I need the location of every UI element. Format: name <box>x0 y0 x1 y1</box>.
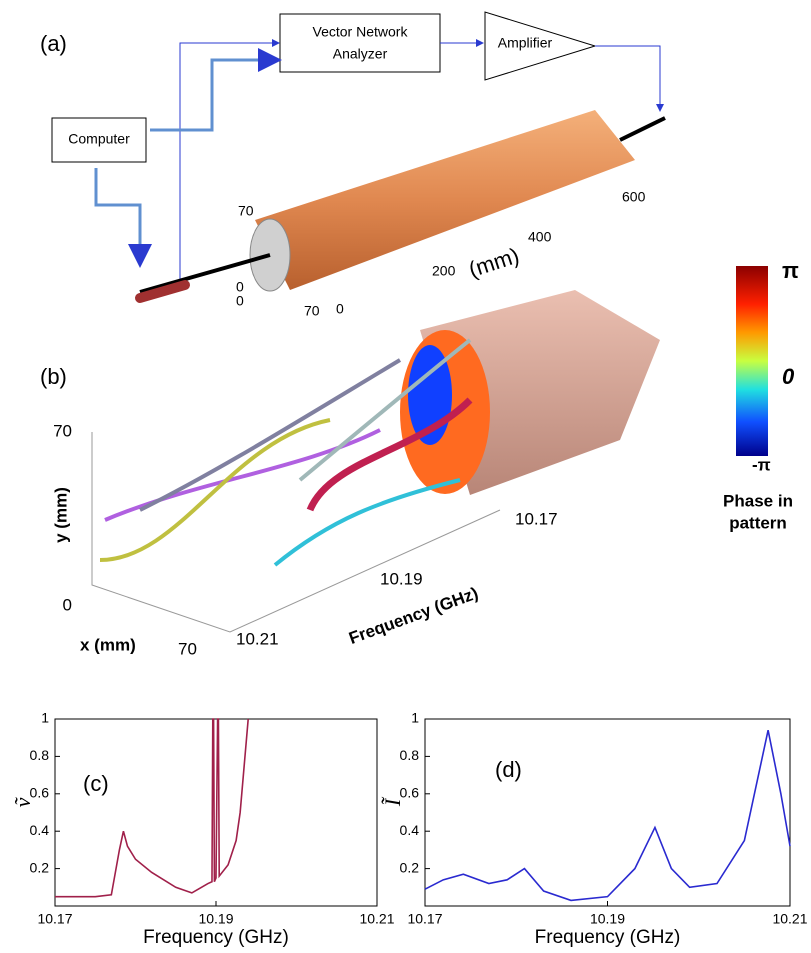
colorbar-label: Phase in <box>723 491 793 510</box>
axis-tick: 200 <box>432 263 456 279</box>
y-tick-label: 0.8 <box>400 747 420 763</box>
axis-label: y (mm) <box>51 487 70 543</box>
x-tick-label: 10.19 <box>590 911 625 927</box>
panel-label: (a) <box>40 31 67 56</box>
panel-label: (b) <box>40 364 67 389</box>
axis-tick: 70 <box>53 421 72 440</box>
data-line <box>425 730 790 900</box>
vna-label: Analyzer <box>333 46 388 62</box>
axis-tick: 10.19 <box>380 569 423 588</box>
axis-tick: 10.17 <box>515 509 558 528</box>
axis-tick: 0 <box>63 595 72 614</box>
colorbar-tick: 0 <box>782 364 795 389</box>
x-tick-label: 10.21 <box>359 911 394 927</box>
axis-tick: 400 <box>528 229 552 245</box>
x-tick-label: 10.21 <box>772 911 807 927</box>
x-tick-label: 10.17 <box>407 911 442 927</box>
y-tick-label: 0.2 <box>30 859 50 875</box>
axis-tick: 0 <box>336 301 344 317</box>
colorbar-tick: -π <box>752 455 771 474</box>
data-line <box>55 719 248 897</box>
axis-unit: (mm) <box>466 243 523 283</box>
axis-tick: 70 <box>178 639 197 658</box>
axis-tick: 10.21 <box>236 629 279 648</box>
y-tick-label: 0.2 <box>400 859 420 875</box>
y-tick-label: 1 <box>41 710 49 726</box>
plot-frame <box>425 719 790 906</box>
y-tick-label: 0.4 <box>400 822 420 838</box>
axis-tick: 600 <box>622 189 646 205</box>
axis-tick: 70 <box>304 303 320 319</box>
x-tick-label: 10.19 <box>198 911 233 927</box>
vna-label: Vector Network <box>313 24 409 40</box>
panel-label: (d) <box>495 757 522 782</box>
x-axis-label: Frequency (GHz) <box>535 927 681 948</box>
panel-label: (c) <box>83 771 109 796</box>
axis-label: Frequency (GHz) <box>346 584 480 648</box>
figure: (a) Vector Network Analyzer Amplifier Co… <box>0 0 811 948</box>
colorbar-label: pattern <box>729 513 787 532</box>
axis-tick: 0 <box>236 293 244 309</box>
amplifier-label: Amplifier <box>498 35 553 51</box>
colorbar-tick: π <box>782 258 799 283</box>
axis-tick: 70 <box>238 203 254 219</box>
colorbar <box>736 266 768 456</box>
y-tick-label: 0.8 <box>30 747 50 763</box>
x-tick-label: 10.17 <box>37 911 72 927</box>
antenna <box>620 118 665 140</box>
vna-box <box>280 14 440 72</box>
axis-label: x (mm) <box>80 635 136 654</box>
y-tick-label: 0.4 <box>30 822 50 838</box>
x-axis-label: Frequency (GHz) <box>143 927 289 948</box>
y-tick-label: 1 <box>411 710 419 726</box>
probe <box>140 285 185 298</box>
computer-label: Computer <box>68 131 130 147</box>
y-tick-label: 0.6 <box>400 785 420 801</box>
antenna <box>140 255 270 292</box>
y-axis-label: ṽ <box>10 796 35 807</box>
